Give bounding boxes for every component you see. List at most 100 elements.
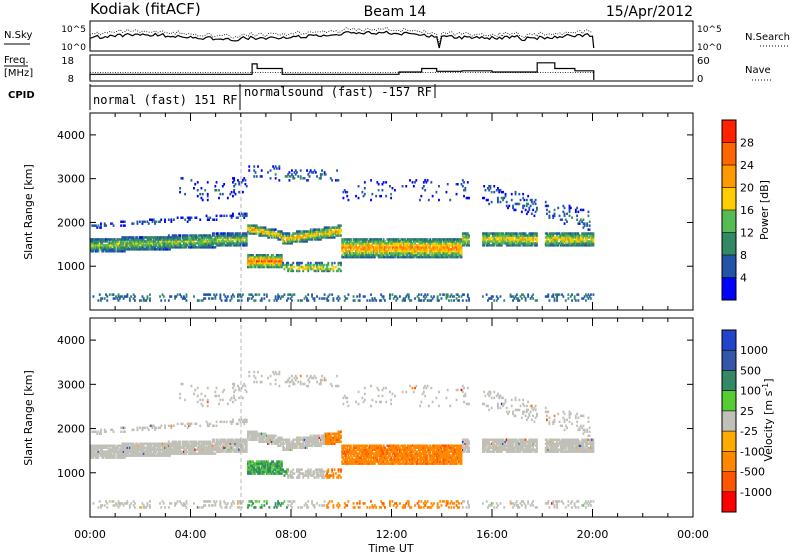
power-cell [307,293,309,295]
velocity-cell [160,425,162,427]
power-cell [549,299,551,301]
velocity-cell [194,389,196,391]
power-cell [346,191,348,193]
power-cell [569,215,571,217]
power-cell [448,299,450,301]
velocity-cell [226,421,228,423]
power-cell [168,219,170,221]
cpid-label: CPID [8,90,35,101]
power-cell [375,195,377,197]
power-cell [296,171,298,173]
velocity-cell [233,395,235,397]
power-cell [316,175,318,177]
power-cell [500,201,502,203]
power-cell [525,209,527,211]
power-cell [216,219,218,221]
power-colorbar-tick-label: 16 [740,204,754,217]
power-cell [216,215,218,217]
velocity-cell [149,500,151,502]
power-cell [432,195,434,197]
power-cell [575,299,577,301]
power-cell [204,297,206,299]
velocity-cell [207,405,209,407]
power-cell [463,195,465,197]
power-cell [289,179,291,181]
cpid-mode2: normalsound (fast) -157 RF [244,85,432,99]
power-cell [184,219,186,221]
power-cell [430,181,432,183]
power-cell [177,293,179,295]
power-cell [531,213,533,215]
power-cell [340,270,342,272]
power-cell [502,191,504,193]
power-cell [364,193,366,195]
power-cell [447,183,449,185]
power-cell [402,185,404,187]
power-cell [364,187,366,189]
power-cell [212,297,214,299]
velocity-cell [139,427,141,429]
power-cell [98,299,100,301]
power-cell [443,293,445,295]
freq-unit-label: [MHz] [4,68,33,79]
velocity-cell [248,375,250,377]
power-cell [554,213,556,215]
velocity-cell [197,395,199,397]
power-cell [109,293,111,295]
power-cell [307,299,309,301]
power-colorbar-tick-label: 24 [740,159,754,172]
power-cell [238,299,240,301]
power-cell [130,295,132,297]
power-cell [324,297,326,299]
velocity-cell [199,399,201,401]
power-cell [491,191,493,193]
velocity-cell [137,427,139,429]
velocity-cell [101,504,103,506]
power-cell [536,299,538,301]
power-cell [552,293,554,295]
power-cell [523,205,525,207]
power-cell [554,297,556,299]
nsky-tick-low: 10^0 [61,43,86,53]
power-cell [284,293,286,295]
power-colorbar-tick-label: 8 [740,249,747,262]
velocity-cell [209,500,211,502]
power-cell [216,189,218,191]
velocity-cell [237,423,239,425]
power-cell [227,197,229,199]
power-cell [113,293,115,295]
power-cell [549,211,551,213]
power-cell [147,295,149,297]
power-cell [257,165,259,167]
power-cell [155,221,157,223]
velocity-cell [164,425,166,427]
power-cell [385,195,387,197]
power-cell [418,293,420,295]
power-cell [359,299,361,301]
velocity-cell [177,500,179,502]
power-cell [209,293,211,295]
power-cell [390,197,392,199]
velocity-cell [163,502,165,504]
cpid-panel: CPID normal (fast) 151 RF normalsound (f… [8,84,693,110]
power-cell [446,191,448,193]
velocity-cell [231,397,233,399]
power-cell [266,293,268,295]
velocity-cell [248,371,250,373]
power-cell [506,201,508,203]
power-cell [525,297,527,299]
power-cell [311,293,313,295]
power-cell [294,266,296,268]
power-cell [534,215,536,217]
power-cell [490,185,492,187]
power-cell [576,219,578,221]
velocity-cell [179,397,181,399]
power-cell [590,293,592,295]
power-cell [468,297,470,299]
velocity-cell [197,387,199,389]
power-cell [201,187,203,189]
power-cell [493,191,495,193]
velocity-cell [124,431,126,433]
power-cell [223,183,225,185]
